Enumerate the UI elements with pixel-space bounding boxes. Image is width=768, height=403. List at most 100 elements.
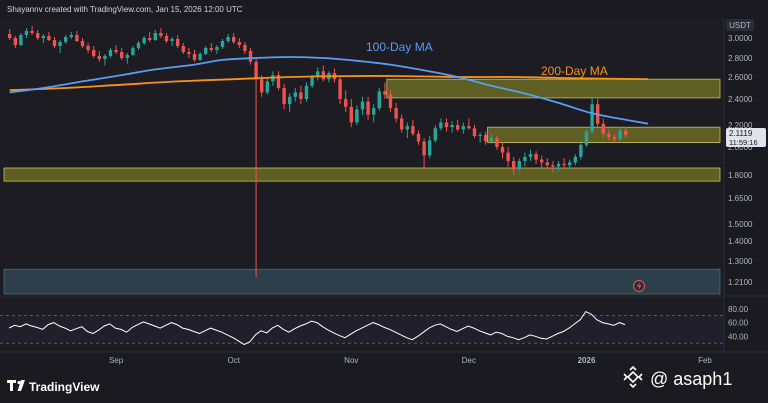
candle-body[interactable] xyxy=(148,38,152,40)
candle[interactable] xyxy=(478,132,482,143)
candle[interactable] xyxy=(47,32,51,41)
candle-body[interactable] xyxy=(584,131,589,145)
candle[interactable] xyxy=(288,93,292,113)
candle-body[interactable] xyxy=(47,36,51,40)
candle-body[interactable] xyxy=(153,33,157,40)
candle[interactable] xyxy=(181,43,185,54)
candle-body[interactable] xyxy=(439,122,443,129)
candle[interactable] xyxy=(30,26,34,35)
candle[interactable] xyxy=(556,161,561,171)
candle[interactable] xyxy=(416,130,421,145)
candle-body[interactable] xyxy=(573,156,577,163)
candle-body[interactable] xyxy=(523,156,527,161)
candle-body[interactable] xyxy=(372,108,376,115)
candle[interactable] xyxy=(136,41,141,50)
candle[interactable] xyxy=(321,65,325,82)
candle-body[interactable] xyxy=(607,133,611,138)
candle[interactable] xyxy=(523,152,527,167)
candle-body[interactable] xyxy=(209,48,213,50)
candle-body[interactable] xyxy=(568,162,572,166)
candle-body[interactable] xyxy=(114,50,118,52)
candle-body[interactable] xyxy=(13,38,17,45)
candle-body[interactable] xyxy=(164,36,169,41)
candle[interactable] xyxy=(125,53,129,64)
candle[interactable] xyxy=(153,30,157,41)
candle[interactable] xyxy=(75,31,79,42)
candle[interactable] xyxy=(411,119,415,136)
candle[interactable] xyxy=(36,30,40,40)
candle-body[interactable] xyxy=(316,71,320,77)
candle-body[interactable] xyxy=(344,99,348,107)
candle-body[interactable] xyxy=(52,40,57,46)
candle-body[interactable] xyxy=(551,165,555,167)
candle[interactable] xyxy=(248,48,253,65)
candle-body[interactable] xyxy=(131,48,135,55)
candle-body[interactable] xyxy=(528,154,533,157)
candle-body[interactable] xyxy=(394,108,398,119)
candle-body[interactable] xyxy=(58,42,62,46)
candle-body[interactable] xyxy=(472,128,477,136)
candle[interactable] xyxy=(159,28,163,38)
candle[interactable] xyxy=(618,128,622,141)
candle-body[interactable] xyxy=(495,138,499,147)
candle[interactable] xyxy=(8,29,12,40)
candle-body[interactable] xyxy=(478,134,482,136)
candle-body[interactable] xyxy=(159,33,163,36)
candle-body[interactable] xyxy=(192,54,197,60)
candle-body[interactable] xyxy=(170,39,174,41)
candle-body[interactable] xyxy=(467,126,471,129)
candle[interactable] xyxy=(467,118,471,130)
price-axis-labels[interactable]: 3.0000 2.8000 2.6000 2.4000 2.2000 2.0000 1.80… xyxy=(728,34,753,287)
candle[interactable] xyxy=(24,28,29,38)
candle-body[interactable] xyxy=(237,42,241,45)
candle[interactable] xyxy=(495,136,499,150)
candle[interactable] xyxy=(551,161,555,173)
candle[interactable] xyxy=(422,138,426,170)
candle[interactable] xyxy=(360,96,365,115)
candle-body[interactable] xyxy=(422,141,426,156)
candle[interactable] xyxy=(148,32,152,42)
candle[interactable] xyxy=(579,141,583,160)
candle[interactable] xyxy=(220,39,225,49)
candles-layer[interactable] xyxy=(8,26,628,278)
candle[interactable] xyxy=(450,121,454,133)
candle-body[interactable] xyxy=(366,101,370,115)
candle-body[interactable] xyxy=(579,144,583,157)
candle[interactable] xyxy=(388,90,393,112)
candle[interactable] xyxy=(13,36,17,48)
candle[interactable] xyxy=(52,37,57,48)
candle-body[interactable] xyxy=(215,47,219,50)
candle-body[interactable] xyxy=(489,138,493,142)
candle-body[interactable] xyxy=(92,50,96,56)
candle[interactable] xyxy=(394,102,398,123)
candle-body[interactable] xyxy=(556,163,561,167)
candle-body[interactable] xyxy=(243,45,247,51)
candle[interactable] xyxy=(120,48,124,60)
candle[interactable] xyxy=(92,46,96,58)
candle-body[interactable] xyxy=(75,35,79,41)
candle[interactable] xyxy=(428,136,432,159)
candle-body[interactable] xyxy=(254,61,258,80)
candle-body[interactable] xyxy=(512,161,516,170)
candle[interactable] xyxy=(612,133,617,143)
candle-body[interactable] xyxy=(411,126,415,134)
candle-body[interactable] xyxy=(136,43,141,48)
candle-body[interactable] xyxy=(355,109,359,123)
candle[interactable] xyxy=(316,67,320,81)
candle[interactable] xyxy=(131,46,135,56)
candle[interactable] xyxy=(601,118,605,139)
candle-body[interactable] xyxy=(612,137,617,140)
candle-body[interactable] xyxy=(97,56,101,59)
candle[interactable] xyxy=(80,38,85,48)
lightning-icon[interactable] xyxy=(633,280,645,292)
candle[interactable] xyxy=(198,52,202,61)
candle[interactable] xyxy=(584,129,589,147)
candle[interactable] xyxy=(517,158,521,171)
candle-body[interactable] xyxy=(506,152,510,161)
candle-body[interactable] xyxy=(198,54,202,60)
candle[interactable] xyxy=(209,43,213,52)
candle-body[interactable] xyxy=(226,37,230,41)
candle-body[interactable] xyxy=(69,35,73,37)
candle-body[interactable] xyxy=(120,52,124,58)
candle[interactable] xyxy=(355,105,359,126)
